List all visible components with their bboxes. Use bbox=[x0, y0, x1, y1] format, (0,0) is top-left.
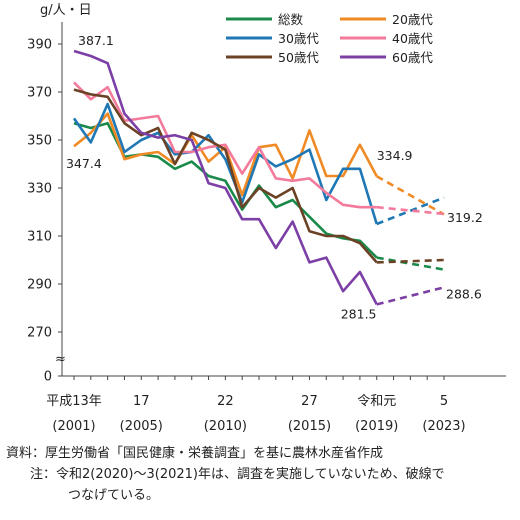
x-tick-label: 17 bbox=[133, 394, 150, 409]
y-ticks: 270 290 310 330 350 370 390 0 bbox=[27, 38, 62, 385]
series-line bbox=[73, 49, 378, 305]
series-group bbox=[73, 88, 445, 264]
x-ticks: 平成13年 (2001) 17 (2005) 22 (2010) 27 (2015) 令和元 (2… bbox=[46, 376, 466, 434]
legend-label: 20歳代 bbox=[392, 12, 433, 27]
data-label: 288.6 bbox=[446, 286, 482, 301]
y-tick-label: 330 bbox=[27, 182, 52, 197]
x-tick-year-label: (2015) bbox=[288, 419, 331, 434]
x-tick-year-label: (2010) bbox=[204, 419, 247, 434]
data-label: 387.1 bbox=[78, 33, 114, 48]
data-label: 334.9 bbox=[377, 148, 413, 163]
series-line bbox=[72, 102, 378, 225]
x-tick-label: 平成13年 bbox=[46, 394, 102, 409]
y-tick-label: 370 bbox=[27, 86, 52, 101]
series-gap-dash bbox=[376, 175, 445, 216]
x-tick-label: 5 bbox=[440, 394, 448, 409]
axis-break-mark: ≈ bbox=[55, 352, 66, 367]
legend-label: 30歳代 bbox=[278, 31, 319, 46]
x-tick-year-label: (2019) bbox=[355, 419, 398, 434]
legend-label: 総数 bbox=[278, 12, 304, 27]
series-line bbox=[73, 88, 378, 264]
axes: ≈ bbox=[55, 22, 506, 377]
note-line-1: 注：令和2(2020)〜3(2021)年は、調査を実施していないため、破線で bbox=[30, 467, 445, 482]
y-unit-label: g/人・日 bbox=[40, 3, 92, 18]
series-gap-dash bbox=[376, 286, 445, 306]
series-gap-dash bbox=[376, 256, 445, 271]
x-tick-label: 27 bbox=[301, 394, 318, 409]
x-tick-label: 令和元 bbox=[357, 394, 396, 409]
x-tick-year-label: (2005) bbox=[120, 419, 163, 434]
y-tick-label: 0 bbox=[44, 370, 52, 385]
series-group bbox=[73, 49, 445, 306]
legend-label: 50歳代 bbox=[278, 50, 319, 65]
data-label: 319.2 bbox=[447, 210, 483, 225]
series-gap-dash bbox=[376, 196, 445, 226]
y-tick-label: 350 bbox=[27, 134, 52, 149]
series-group bbox=[73, 121, 445, 271]
y-tick-label: 270 bbox=[27, 326, 52, 341]
notes: 資料：厚生労働省「国民健康・栄養調査」を基に農林水産省作成 注：令和2(2020… bbox=[6, 443, 516, 506]
x-tick-year-label: (2023) bbox=[422, 419, 465, 434]
y-tick-label: 290 bbox=[27, 278, 52, 293]
data-label: 281.5 bbox=[341, 306, 377, 321]
legend-label: 60歳代 bbox=[392, 50, 433, 65]
series-group bbox=[72, 102, 445, 226]
data-label: 347.4 bbox=[66, 156, 102, 171]
y-tick-label: 310 bbox=[27, 230, 52, 245]
source-note: 資料：厚生労働省「国民健康・栄養調査」を基に農林水産省作成 bbox=[6, 446, 384, 461]
series-lines bbox=[72, 49, 445, 306]
legend-label: 40歳代 bbox=[392, 31, 433, 46]
x-tick-label: 22 bbox=[217, 394, 234, 409]
line-chart: g/人・日 ≈ 270 290 310 330 350 370 390 0 平成13年 (200… bbox=[27, 3, 506, 434]
x-tick-year-label: (2001) bbox=[52, 419, 95, 434]
series-group bbox=[73, 112, 445, 216]
legend: 総数 20歳代 30歳代 40歳代 50歳代 60歳代 bbox=[226, 12, 433, 65]
annotations: 387.1 347.4 334.9 319.2 281.5 288.6 bbox=[66, 33, 483, 321]
y-tick-label: 390 bbox=[27, 38, 52, 53]
note-line-2: つなげている。 bbox=[68, 488, 160, 503]
series-gap-dash bbox=[376, 258, 445, 264]
